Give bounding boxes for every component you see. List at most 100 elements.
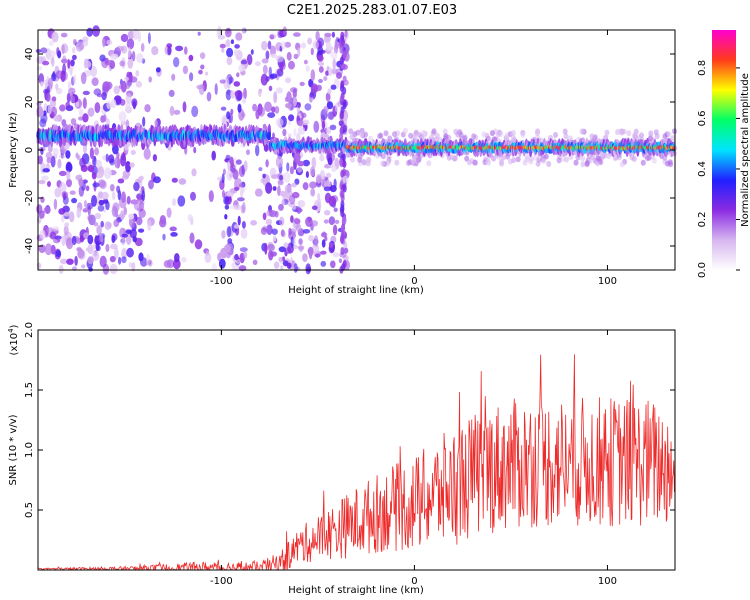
spectral-cell (589, 133, 595, 140)
spectral-cell (328, 216, 336, 226)
spectral-cell (340, 247, 345, 255)
spectral-cell (229, 204, 237, 210)
spectral-cell (260, 73, 268, 86)
spectral-cell (329, 242, 333, 248)
spectral-cell (226, 56, 233, 66)
spectral-cell (99, 180, 107, 190)
spectral-cell (240, 59, 248, 65)
spectral-cell (111, 235, 116, 243)
spectral-cell (442, 128, 448, 135)
spectral-cell (279, 190, 286, 197)
spectral-cell (101, 91, 107, 101)
spectral-cell (200, 64, 205, 70)
spectral-cell (64, 222, 70, 227)
spectral-cell (339, 45, 344, 54)
spectral-cell (298, 238, 303, 246)
spectral-cell (314, 253, 321, 258)
spectral-cell (174, 253, 180, 263)
spectral-cell (54, 187, 62, 198)
spectral-cell (224, 204, 230, 210)
spectral-cell (357, 156, 363, 163)
spectral-cell (288, 120, 292, 126)
spectral-cell (330, 51, 338, 60)
spectral-cell (110, 53, 119, 60)
spectral-cell (106, 101, 112, 110)
spectral-cell (224, 214, 228, 220)
spectral-cell (317, 192, 321, 201)
spectral-cell (109, 255, 116, 263)
spectral-cell (51, 31, 59, 43)
spectral-cell (264, 101, 272, 113)
spectral-cell (532, 154, 538, 161)
snr-ytick-label: 1.5 (24, 382, 35, 398)
spectral-cell (102, 81, 111, 93)
spectral-cell (279, 216, 285, 226)
spectral-cell (275, 117, 284, 127)
spectral-cell (105, 118, 110, 128)
spectral-cell (293, 152, 301, 164)
spectral-cell (71, 235, 77, 246)
spectral-cell (235, 159, 242, 165)
spectral-cell (112, 202, 120, 212)
spectral-cell (59, 258, 68, 265)
spectral-cell (257, 106, 266, 117)
spectral-cell (281, 199, 285, 206)
spectral-cell (205, 250, 210, 256)
spectral-cell (221, 48, 225, 53)
spectral-cell (87, 164, 95, 173)
spectral-cell (525, 154, 530, 160)
spectral-cell (37, 155, 43, 165)
spectral-cell (211, 263, 217, 272)
spectral-cell (511, 157, 517, 164)
spectral-cell (132, 28, 139, 40)
spectral-cell (302, 159, 310, 167)
spectral-cell (637, 134, 642, 141)
colorbar-gradient (712, 30, 736, 270)
spectral-cell (98, 199, 105, 206)
spectral-cell (265, 182, 273, 194)
spectral-cell (127, 46, 131, 59)
spectral-cell (198, 83, 205, 96)
spectral-cell (78, 108, 84, 117)
spectral-cell (148, 76, 152, 83)
spectral-cell (286, 96, 295, 102)
spectral-cell (75, 41, 83, 52)
spectral-cell (311, 220, 318, 227)
spectral-cell (564, 156, 569, 163)
spectral-cell (141, 189, 146, 202)
spectral-cell (45, 152, 53, 159)
spectral-cell (237, 197, 245, 202)
spectral-cell (152, 154, 157, 162)
spectral-cell (291, 205, 297, 210)
spectral-cell (243, 87, 247, 100)
spectral-cell (199, 52, 206, 60)
spectral-cell (230, 108, 234, 115)
spectral-cell (596, 155, 602, 162)
spectral-cell (324, 32, 332, 38)
spectral-cell (109, 243, 118, 250)
spectral-cell (403, 127, 408, 134)
spectral-cell (563, 133, 569, 140)
spectral-cell (286, 162, 290, 172)
spectral-cell (340, 31, 345, 40)
spectral-cell (305, 171, 309, 178)
spectral-cell (103, 114, 107, 122)
spectral-cell (148, 259, 153, 267)
spectral-cell (619, 161, 625, 168)
spectral-cell (57, 158, 62, 169)
spectral-cell (65, 162, 73, 173)
spectral-cell (89, 147, 94, 160)
spectral-cell (443, 133, 449, 140)
spectral-cell (262, 212, 267, 221)
spectral-cell (302, 229, 311, 234)
spectral-cell (81, 39, 89, 47)
spectral-cell (343, 79, 349, 86)
spectral-cell (264, 242, 268, 255)
spectral-cell (80, 72, 87, 85)
spectral-cell (310, 83, 318, 94)
spectral-cell (271, 174, 278, 179)
spectral-cell (42, 60, 50, 66)
colorbar-tick-label: 0.6 (697, 110, 708, 126)
spectral-cell (73, 74, 77, 85)
spectral-cell (258, 88, 262, 98)
